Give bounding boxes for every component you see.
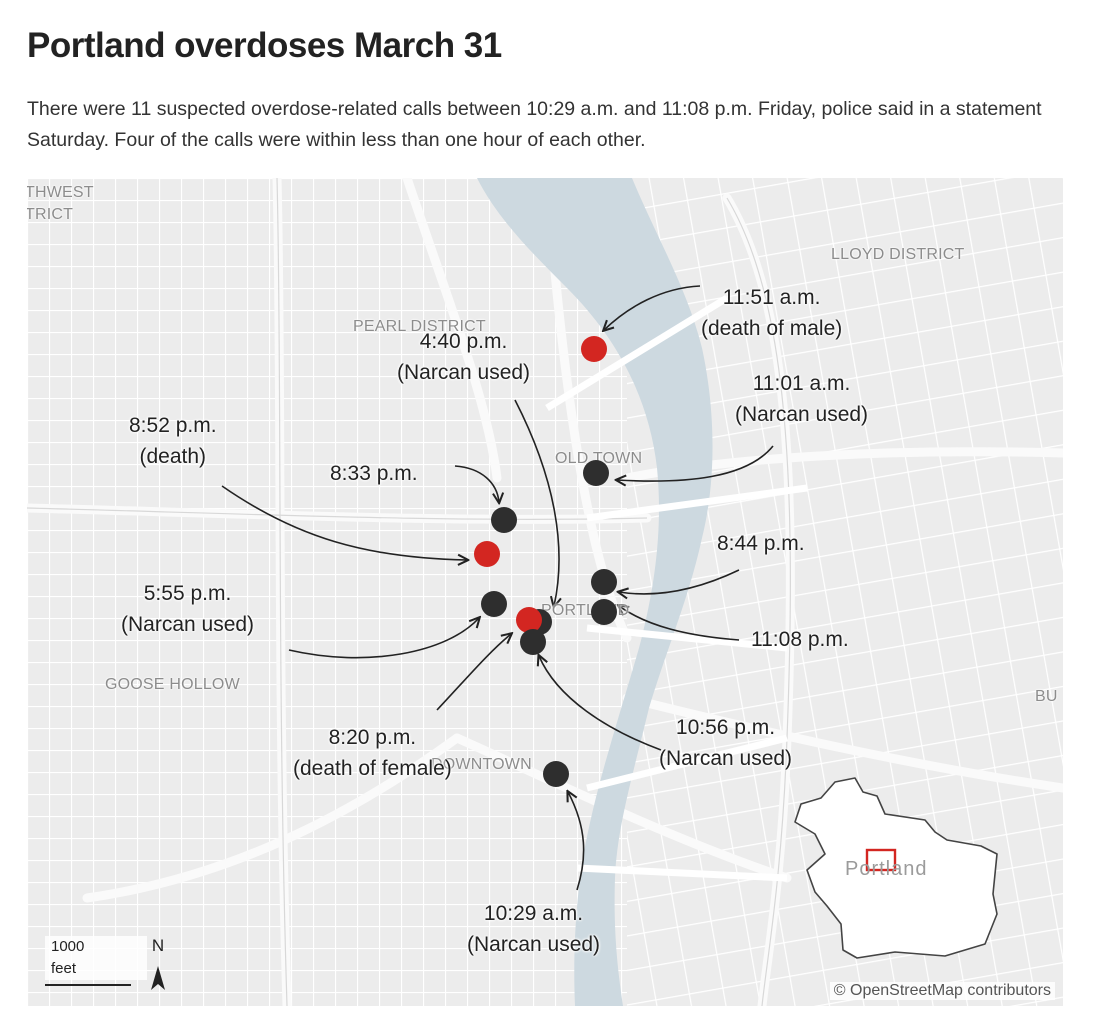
callout-time: 8:52 p.m. xyxy=(129,414,217,437)
scale-distance: 1000 xyxy=(51,938,85,955)
marker-overdose xyxy=(591,599,617,625)
arrow-1101am xyxy=(617,445,774,481)
callout-1029am: 10:29 a.m. (Narcan used) xyxy=(467,898,600,960)
scale-unit: feet xyxy=(51,960,77,977)
callout-1151am: 11:51 a.m. (death of male) xyxy=(701,282,842,344)
willamette-river xyxy=(477,178,713,1006)
callout-note: (Narcan used) xyxy=(467,933,601,956)
map: THWEST TRICT LLOYD DISTRICT PEARL DISTRI… xyxy=(27,178,1063,1006)
marker-death-852pm xyxy=(474,541,500,567)
inset-label: Portland xyxy=(845,858,928,880)
arrow-852pm xyxy=(221,485,467,560)
callout-833pm: 8:33 p.m. xyxy=(330,458,418,489)
callout-note: (death of male) xyxy=(701,317,843,340)
scale-bar xyxy=(45,984,131,986)
callout-note: (death of female) xyxy=(293,757,452,780)
arrow-833pm xyxy=(454,465,499,502)
callout-time: 8:33 p.m. xyxy=(330,462,418,485)
callout-time: 11:01 a.m. xyxy=(752,372,851,395)
arrow-555pm xyxy=(288,618,479,659)
callout-time: 10:56 p.m. xyxy=(675,716,776,739)
callout-time: 5:55 p.m. xyxy=(143,582,232,605)
marker-overdose xyxy=(481,591,507,617)
north-label: N xyxy=(151,936,165,955)
marker-death-1151am xyxy=(581,336,607,362)
callout-note: (Narcan used) xyxy=(735,403,869,426)
callout-time: 8:44 p.m. xyxy=(717,532,805,555)
marker-overdose xyxy=(583,460,609,486)
callout-note: (Narcan used) xyxy=(659,747,793,770)
callout-844pm: 8:44 p.m. xyxy=(717,528,805,559)
arrow-1029am xyxy=(568,792,585,891)
arrow-1108pm xyxy=(619,606,740,641)
callout-time: 11:51 a.m. xyxy=(722,286,821,309)
callout-1056pm: 10:56 p.m. (Narcan used) xyxy=(659,712,792,774)
scale-label: 1000 feet xyxy=(45,936,147,980)
arrow-1151am xyxy=(604,285,701,330)
map-basemap xyxy=(27,178,1063,1006)
arrow-844pm xyxy=(619,569,740,594)
callout-1101am: 11:01 a.m. (Narcan used) xyxy=(735,368,868,430)
arrow-1056pm xyxy=(539,656,662,751)
callout-440pm: 4:40 p.m. (Narcan used) xyxy=(397,326,530,388)
callout-time: 8:20 p.m. xyxy=(328,726,417,749)
map-credit: © OpenStreetMap contributors xyxy=(829,982,1055,1000)
callout-555pm: 5:55 p.m. (Narcan used) xyxy=(121,578,254,640)
callout-820pm: 8:20 p.m. (death of female) xyxy=(293,722,452,784)
district-old-town: OLD TOWN xyxy=(555,450,643,467)
marker-death-820pm xyxy=(516,607,542,633)
arrow-820pm xyxy=(436,634,511,711)
callout-time: 11:08 p.m. xyxy=(751,628,849,651)
callout-time: 10:29 a.m. xyxy=(483,902,584,925)
callout-note: (death) xyxy=(139,445,207,468)
marker-overdose xyxy=(591,569,617,595)
district-downtown: DOWNTOWN xyxy=(431,756,532,773)
callout-time: 4:40 p.m. xyxy=(419,330,508,353)
callout-note: (Narcan used) xyxy=(397,361,531,384)
marker-overdose xyxy=(543,761,569,787)
arrow-440pm xyxy=(514,399,559,606)
district-northwest: THWEST TRICT xyxy=(27,184,94,223)
marker-overdose xyxy=(491,507,517,533)
locator-inset-map xyxy=(794,777,998,959)
north-arrow-icon xyxy=(151,966,165,990)
locator-extent-box xyxy=(865,848,897,872)
callout-1108pm: 11:08 p.m. xyxy=(751,624,849,655)
dek: There were 11 suspected overdose-related… xyxy=(27,98,1042,151)
district-lloyd: LLOYD DISTRICT xyxy=(831,246,965,263)
district-buckman: BU xyxy=(1035,688,1058,705)
marker-overdose xyxy=(520,629,546,655)
headline: Portland overdoses March 31 xyxy=(27,26,502,65)
callout-852pm: 8:52 p.m. (death) xyxy=(129,410,217,472)
district-pearl: PEARL DISTRICT xyxy=(353,318,486,335)
callout-note: (Narcan used) xyxy=(121,613,255,636)
district-goose-hollow: GOOSE HOLLOW xyxy=(105,676,240,693)
